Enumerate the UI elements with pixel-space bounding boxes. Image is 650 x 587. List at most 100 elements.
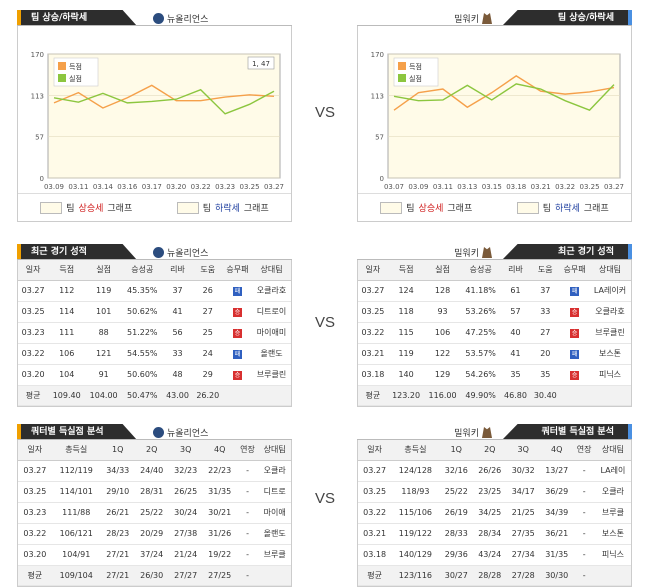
result-badge: 패	[570, 286, 580, 296]
cell-opponent: 오클라호	[252, 280, 291, 302]
cell-reb: 48	[162, 364, 193, 386]
cell-result: 패	[560, 280, 589, 302]
table-row: 03.22 106 121 54.55% 33 24 패 올랜도	[18, 343, 291, 365]
avg-q2: 26/30	[134, 565, 169, 586]
cell-ast: 29	[192, 364, 223, 386]
result-badge: 승	[570, 328, 580, 338]
y-tick-label: 0	[40, 175, 44, 183]
cell-opp: 106	[424, 322, 461, 344]
table-row: 03.27 112/119 34/33 24/40 32/23 22/23- 오클라	[18, 460, 291, 482]
table-row: 03.21 119/122 28/33 28/34 27/35 36/21- 보스톤	[358, 523, 631, 545]
average-row: 평균 123.20 116.00 49.90% 46.80 30.40	[358, 385, 631, 406]
vs-label: VS	[314, 314, 335, 331]
team-logo-icon	[153, 427, 164, 438]
cell-result: 승	[222, 364, 253, 386]
avg-label: 평균	[358, 385, 388, 406]
down-graph-button[interactable]: 팀 하락세 그래프	[516, 201, 609, 214]
y-tick-label: 113	[371, 93, 384, 101]
cell-pts: 115	[387, 322, 425, 344]
cell-team: 브루클	[594, 502, 631, 524]
column-header: 승무패	[222, 260, 253, 281]
column-header: 승성공	[460, 260, 501, 281]
column-header: 득점	[48, 260, 86, 281]
cell-team: 오클라	[594, 481, 631, 503]
up-graph-button[interactable]: 팀 상승세 그래프	[40, 201, 132, 214]
legend-swatch	[398, 62, 406, 70]
x-tick-label: 03.25	[580, 183, 600, 191]
legend-label: 실점	[409, 74, 422, 83]
cell-result: 패	[222, 343, 253, 365]
avg-ast: 26.20	[192, 385, 223, 406]
avg-pts: 109.40	[48, 385, 86, 406]
cell-q4: 22/23	[202, 460, 237, 482]
x-tick-label: 03.22	[191, 183, 211, 191]
left-recent-header: 최근 경기 성적 뉴올리언스	[17, 238, 292, 260]
vs-label: VS	[314, 490, 335, 507]
cell-total: 118/93	[391, 481, 440, 503]
cell-q2: 24/40	[134, 460, 169, 482]
avg-total: 109/104	[51, 565, 101, 586]
column-header: 리바	[162, 260, 193, 281]
up-graph-button[interactable]: 팀 상승세 그래프	[380, 201, 472, 214]
cell-result: 승	[222, 322, 253, 344]
left-recent-panel: 최근 경기 성적 뉴올리언스 일자 득점 실점 승성공 리바 도움 승무패 상대팀 03.27…	[17, 238, 292, 407]
cell-total: 119/122	[391, 523, 440, 545]
down-graph-button[interactable]: 팀 하락세 그래프	[176, 201, 269, 214]
cell-ast: 37	[530, 280, 561, 302]
cell-q2: 37/24	[134, 544, 169, 566]
cell-team: 마이애	[258, 502, 291, 524]
avg-opp: 104.00	[85, 385, 123, 406]
legend-label: 실점	[69, 74, 82, 83]
cell-date: 03.25	[18, 301, 49, 323]
result-badge: 패	[570, 349, 580, 359]
trend-line-chart: 0 57 113 170 03.09 03.11 03.14 03.16 03.17 03.20 0…	[31, 51, 284, 191]
cell-pts: 112	[48, 280, 86, 302]
average-row: 평균 123/116 30/27 28/28 27/28 30/30-	[358, 565, 631, 586]
avg-empty	[252, 385, 291, 406]
avg-reb: 43.00	[162, 385, 193, 406]
avg-total: 123/116	[391, 565, 440, 586]
cell-pct: 54.55%	[122, 343, 163, 365]
cell-date: 03.18	[358, 364, 388, 386]
cell-opponent: 올랜도	[252, 343, 291, 365]
cell-q2: 34/25	[473, 502, 507, 524]
cell-result: 패	[560, 343, 589, 365]
left-trend-header: 팀 상승/하락세 뉴올리언스	[17, 4, 292, 26]
cell-result: 승	[560, 364, 589, 386]
table-row: 03.22 115 106 47.25% 40 27 승 브루클린	[358, 322, 631, 344]
cell-pts: 106	[48, 343, 86, 365]
column-header: 총득실	[51, 440, 101, 461]
result-badge: 패	[232, 286, 242, 296]
cell-q2: 28/31	[134, 481, 169, 503]
cell-date: 03.22	[358, 502, 392, 524]
cell-ot: -	[573, 481, 595, 503]
cell-pct: 50.60%	[122, 364, 163, 386]
cell-q2: 26/26	[473, 460, 507, 482]
column-header: 상대팀	[589, 260, 631, 281]
legend-label: 득점	[69, 63, 82, 71]
cell-q4: 30/21	[202, 502, 237, 524]
cell-team: 피닉스	[594, 544, 631, 566]
series-line	[393, 75, 615, 111]
avg-empty	[258, 565, 291, 586]
avg-q1: 27/21	[100, 565, 135, 586]
column-header: 2Q	[134, 440, 169, 461]
cell-total: 114/101	[51, 481, 101, 503]
table-row: 03.25 118 93 53.26% 57 33 승 오클라호	[358, 301, 631, 323]
cell-ast: 20	[530, 343, 561, 365]
cell-ast: 33	[530, 301, 561, 323]
quarter-analysis-table: 일자 총득실 1Q 2Q 3Q 4Q 연장 상대팀 03.27 124/128 32/16 26/2…	[358, 440, 631, 586]
result-badge: 승	[232, 370, 242, 380]
cell-ast: 27	[530, 322, 561, 344]
table-row: 03.23 111 88 51.22% 56 25 승 마이애미	[18, 322, 291, 344]
up-graph-icon	[380, 201, 403, 214]
cell-date: 03.25	[18, 481, 52, 503]
legend-swatch	[398, 74, 406, 82]
cell-pct: 51.22%	[122, 322, 163, 344]
cell-pct: 41.18%	[460, 280, 501, 302]
cell-date: 03.21	[358, 523, 392, 545]
result-badge: 승	[232, 328, 242, 338]
cell-date: 03.27	[358, 460, 392, 482]
column-header: 2Q	[473, 440, 507, 461]
cell-q3: 26/25	[168, 481, 203, 503]
